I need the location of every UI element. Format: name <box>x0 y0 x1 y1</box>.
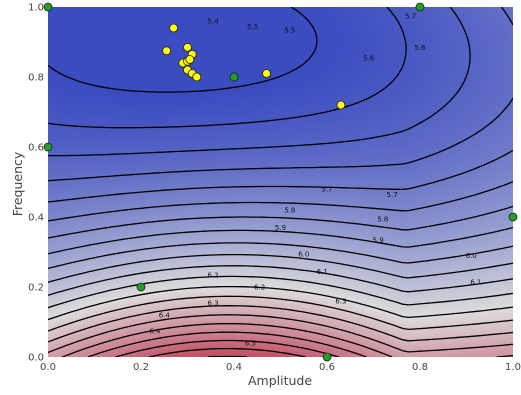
contour-line <box>48 226 513 255</box>
contour-line <box>48 7 513 182</box>
contour-label: 6.2 <box>208 271 219 279</box>
yellow-point <box>192 72 202 82</box>
green-point <box>508 212 518 222</box>
contour-line <box>48 205 513 239</box>
green-point <box>322 352 332 362</box>
x-tick-label: 0.8 <box>412 362 428 373</box>
contour-label: 6.5 <box>245 340 256 348</box>
green-point <box>415 2 425 12</box>
y-axis-label: Frequency <box>10 151 25 216</box>
x-tick-label: 0.2 <box>133 362 149 373</box>
x-tick-label: 0.4 <box>226 362 242 373</box>
yellow-point <box>183 42 192 52</box>
y-tick-label: 0.6 <box>28 143 44 154</box>
contour-label: 5.6 <box>363 54 375 62</box>
contour-labels: 5.4 5.5 5.5 5.6 5.6 5.7 5.7 5.7 5.8 5.8 5.9 5.9 6.0 6… <box>149 12 481 347</box>
contour-line <box>48 7 407 129</box>
contour-line <box>48 181 513 222</box>
y-tick-label: 1.0 <box>28 3 44 14</box>
scatter-points <box>43 2 518 362</box>
contour-line <box>48 305 513 343</box>
x-tick-label: 0.6 <box>319 362 335 373</box>
contour-label: 6.4 <box>149 327 161 335</box>
contour-line <box>48 314 513 354</box>
y-tick-label: 0.2 <box>28 283 44 294</box>
contour-label: 5.8 <box>284 207 295 215</box>
contour-colormap-fill <box>48 7 513 357</box>
contour-label: 6.2 <box>254 284 265 292</box>
green-point <box>43 2 53 12</box>
green-point <box>136 282 146 292</box>
contour-label: 6.3 <box>208 299 219 307</box>
contour-label: 5.8 <box>377 215 388 223</box>
contour-line <box>48 265 513 296</box>
contour-line <box>48 275 513 309</box>
contour-label: 5.5 <box>247 23 258 31</box>
green-point <box>229 72 239 82</box>
contour-label: 5.7 <box>321 186 332 194</box>
contour-label: 6.1 <box>317 268 328 276</box>
contour-label: 6.1 <box>470 278 481 286</box>
contour-label: 5.5 <box>284 26 295 34</box>
yellow-point <box>262 69 271 78</box>
contour-line <box>48 285 513 321</box>
contour-label: 6.0 <box>298 250 309 258</box>
contour-line <box>48 295 513 332</box>
contour-label: 6.4 <box>159 312 171 320</box>
x-tick-label: 0.0 <box>40 362 56 373</box>
contour-line <box>48 149 513 203</box>
y-tick-label: 0.4 <box>28 213 44 224</box>
contour-label: 5.9 <box>373 236 384 244</box>
contour-line <box>48 7 318 93</box>
yellow-point <box>169 23 179 33</box>
yellow-point <box>336 100 346 110</box>
x-axis-label: Amplitude <box>248 373 312 388</box>
x-tick-label: 1.0 <box>505 362 521 373</box>
yellow-point <box>185 55 195 64</box>
contour-line <box>62 322 513 357</box>
contour-line <box>48 7 471 157</box>
contour-label: 5.4 <box>208 18 220 26</box>
contour-label: 5.9 <box>275 224 286 232</box>
contour-line <box>87 331 367 357</box>
contour-line <box>48 253 513 283</box>
contour-label: 5.6 <box>414 44 426 52</box>
contour-label: 6.0 <box>466 252 477 260</box>
axis-ticks: 0.0 0.2 0.4 0.6 0.8 1.0 0.0 0.2 0.4 0.6 0.8 1.0 <box>28 3 521 374</box>
contour-label: 6.3 <box>335 298 346 306</box>
yellow-point <box>162 46 172 56</box>
contour-line <box>48 242 513 270</box>
green-point <box>43 142 53 152</box>
contour-label: 5.7 <box>387 191 398 199</box>
contour-line <box>207 355 247 357</box>
contour-line <box>148 347 306 357</box>
contour-label: 5.7 <box>405 12 416 20</box>
y-tick-label: 0.0 <box>28 353 44 364</box>
y-tick-label: 0.8 <box>28 73 44 84</box>
contour-lines <box>48 7 513 357</box>
